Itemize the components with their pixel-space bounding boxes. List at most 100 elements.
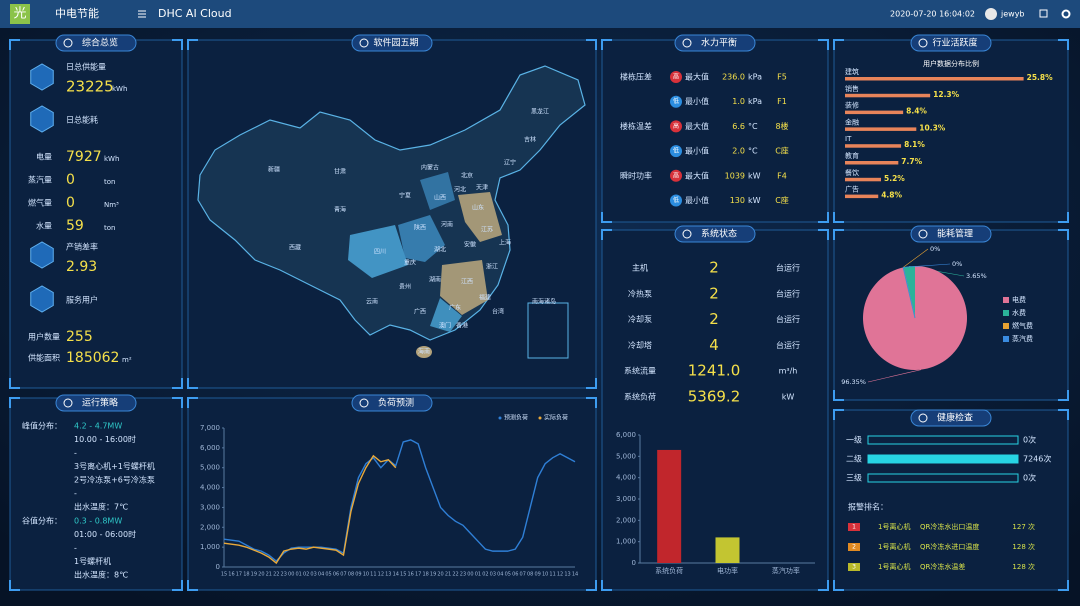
y-tick-label: 2,000 [616, 516, 636, 524]
panel-title-bg [674, 225, 756, 243]
status-unit: 台运行 [776, 314, 800, 324]
water-loc: F1 [777, 97, 787, 106]
y-tick-label: 3,000 [200, 503, 220, 511]
panel-title: 软件园五期 [373, 37, 418, 49]
panel-corner [601, 229, 612, 240]
avatar[interactable] [985, 8, 997, 20]
water-value: 1039 [725, 171, 745, 180]
map-label: 安徽 [464, 241, 476, 249]
x-tick-label: 05 [505, 572, 511, 578]
user[interactable]: jewyb [1000, 10, 1025, 19]
panel-corner [172, 397, 183, 408]
x-tick-label: 21 [445, 572, 451, 578]
x-tick-label: 14 [572, 572, 578, 578]
panel-corner [586, 378, 597, 389]
category-label: 二级 [846, 454, 862, 464]
bar-frame [867, 473, 1019, 483]
legend-label: 电费 [1012, 295, 1026, 304]
x-tick-label: 18 [422, 572, 428, 578]
map-label: 山东 [472, 204, 484, 212]
map-label: 广西 [414, 308, 426, 316]
menu-icon[interactable] [138, 10, 146, 18]
panel-corner [9, 580, 20, 591]
badge-text: 低 [673, 97, 679, 105]
panel-title-bg [55, 394, 137, 412]
x-tick-label: 08 [348, 572, 354, 578]
x-tick-label: 04 [497, 572, 503, 578]
device: 1号离心机 [878, 562, 910, 571]
chart-subtitle: 用户数据分布比例 [923, 59, 979, 68]
panel-corner [172, 39, 183, 50]
icon-hex [30, 63, 54, 91]
category-label: 一级 [846, 435, 862, 445]
value-label: 12.3% [933, 90, 960, 99]
panel-corner [9, 39, 20, 50]
x-tick-label: 电功率 [717, 566, 738, 575]
map-label: 重庆 [404, 259, 416, 267]
strategy-line: 1号螺杆机 [74, 556, 111, 566]
water-unit: kW [748, 196, 761, 205]
map-label: 辽宁 [504, 159, 516, 167]
y-tick-label: 4,000 [200, 484, 220, 492]
panel-title-icon [359, 38, 369, 48]
bar [845, 93, 931, 98]
map-label: 河南 [441, 221, 453, 229]
map-label: 甘肃 [334, 168, 346, 176]
strategy-line: - [74, 544, 77, 553]
legend-label: 蒸汽费 [1012, 334, 1033, 343]
x-tick-label: 00 [467, 572, 473, 578]
x-tick-label: 13 [564, 572, 570, 578]
metric-unit: ton [104, 178, 115, 186]
x-tick-label: 16 [228, 572, 234, 578]
map-region [348, 225, 408, 278]
category-label: 餐饮 [845, 168, 859, 177]
y-tick-label: 0 [632, 559, 636, 567]
map-label: 四川 [374, 249, 386, 256]
panel-title-bg [910, 225, 992, 243]
x-tick-label: 07 [340, 572, 346, 578]
panel-corner [601, 39, 612, 50]
value-label: 8.4% [906, 107, 927, 116]
y-tick-label: 5,000 [200, 464, 220, 472]
panel-corner [1058, 580, 1069, 591]
panel-title-bg [351, 394, 433, 412]
x-tick-label: 11 [549, 572, 555, 578]
x-tick-label: 19 [430, 572, 436, 578]
metric-value: 59 [66, 218, 84, 234]
map-label: 福建 [479, 294, 491, 302]
screen-icon[interactable] [1039, 9, 1048, 18]
category-label: 销售 [845, 84, 859, 93]
strategy-label: 谷值分布： [22, 516, 62, 526]
legend-swatch [1003, 323, 1009, 329]
strategy-line: - [74, 489, 77, 498]
x-tick-label: 10 [542, 572, 548, 578]
panel-corner [818, 212, 829, 223]
water-group: 楼栋压差 [620, 72, 652, 82]
map-label: 天津 [476, 185, 488, 192]
map-region [458, 192, 502, 242]
legend-swatch [538, 416, 542, 420]
x-tick-label: 21 [266, 572, 272, 578]
map-label: 云南 [366, 298, 378, 306]
map-label: 北京 [461, 172, 473, 180]
map-label: 湖南 [429, 276, 441, 284]
x-tick-label: 20 [258, 572, 264, 578]
x-tick-label: 15 [400, 572, 406, 578]
x-tick-label: 04 [318, 572, 324, 578]
x-tick-label: 09 [355, 572, 361, 578]
bar [845, 110, 904, 115]
map-label: 山西 [434, 194, 446, 202]
legend-swatch [498, 416, 502, 420]
map-label: 广东 [449, 304, 461, 312]
panel-corner [833, 212, 844, 223]
category-label: 装修 [845, 101, 859, 110]
panel-title: 水力平衡 [701, 37, 737, 49]
logo-box[interactable] [10, 4, 30, 24]
settings-icon[interactable] [1061, 9, 1071, 19]
status-value: 2 [709, 259, 719, 277]
metric-label: 燃气量 [28, 198, 52, 208]
panel-title: 行业活跃度 [932, 37, 977, 49]
x-tick-label: 14 [393, 572, 399, 578]
value-label: 96.35% [841, 378, 866, 386]
